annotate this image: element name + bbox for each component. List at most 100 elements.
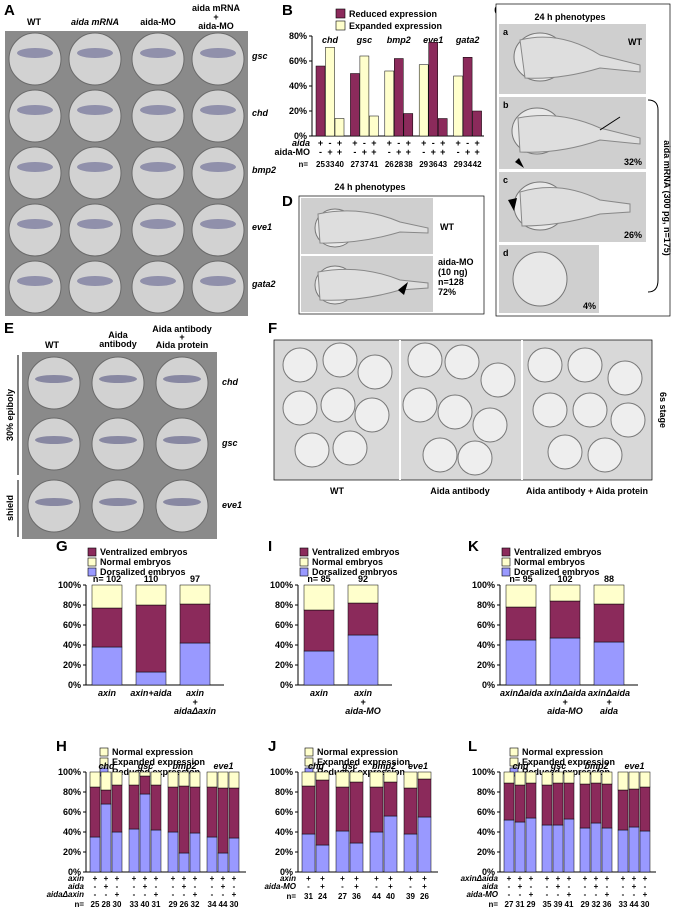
- bar-segment: [549, 584, 581, 602]
- legend-swatch: [304, 757, 314, 767]
- bar-segment: [347, 584, 379, 604]
- category-label: axinΔaida: [500, 688, 542, 698]
- n-label: 36: [352, 892, 361, 901]
- n-label: 88: [604, 574, 614, 584]
- legend-swatch: [509, 747, 519, 757]
- bar-segment: [628, 826, 640, 873]
- gene-label: eve1: [624, 761, 644, 771]
- sign-label: -: [409, 882, 412, 891]
- n-label: 25: [316, 160, 325, 169]
- bar: [369, 115, 379, 137]
- y-tick-label: 20%: [477, 847, 495, 857]
- gene-label: eve1: [213, 761, 233, 771]
- sign-label: -: [353, 147, 356, 157]
- bar-segment: [303, 584, 335, 611]
- svg-text:antibody: antibody: [99, 339, 137, 349]
- n-label: 40: [335, 160, 344, 169]
- n-label: 38: [404, 160, 413, 169]
- bar-segment: [369, 831, 384, 873]
- bar-segment: [179, 642, 211, 686]
- embryo-image: [191, 89, 245, 143]
- n-label: 29: [419, 160, 428, 169]
- arrowhead-icon: [398, 282, 408, 295]
- row-label: axinΔaida: [461, 874, 499, 883]
- embryo-stain: [163, 498, 201, 506]
- embryo-image: [131, 32, 185, 86]
- n-label: 27: [505, 900, 514, 909]
- panel-label-a: A: [4, 2, 15, 19]
- gene-label: chd: [98, 761, 115, 771]
- sign-label: +: [545, 874, 550, 883]
- embryo-image: [8, 203, 62, 257]
- embryo-image: [532, 392, 568, 428]
- sign-label: +: [352, 138, 357, 148]
- sign-label: +: [621, 874, 626, 883]
- bar: [350, 73, 360, 137]
- n-label: 26: [420, 892, 429, 901]
- sign-label: +: [362, 147, 367, 157]
- panel-label-e: E: [4, 320, 15, 337]
- bar-segment: [206, 786, 218, 838]
- sign-label: +: [104, 882, 109, 891]
- n-label: 37: [360, 160, 369, 169]
- sign-label: +: [371, 147, 376, 157]
- n-label: 33: [619, 900, 628, 909]
- panel-a-col-mrna: aida mRNA: [71, 17, 119, 27]
- y-tick-label: 0%: [280, 680, 293, 690]
- n-label: 30: [641, 900, 650, 909]
- legend-label: Ventralized embryos: [100, 547, 188, 557]
- n-label: 36: [603, 900, 612, 909]
- embryo-stain: [17, 276, 53, 286]
- n-label: 29: [454, 160, 463, 169]
- bar-segment: [541, 784, 553, 826]
- sign-label: -: [194, 882, 197, 891]
- panel-label-j: J: [268, 738, 277, 755]
- embryo-image: [191, 203, 245, 257]
- legend-swatch: [87, 567, 97, 577]
- bar-segment: [91, 584, 123, 609]
- bar-segment: [150, 829, 162, 873]
- legend-label: Expanded expression: [522, 757, 615, 767]
- bar-segment: [503, 819, 515, 873]
- bar-segment: [111, 784, 123, 833]
- embryo-image: [354, 397, 390, 433]
- n-label: 29: [581, 900, 590, 909]
- n-label: 40: [141, 900, 150, 909]
- bar-segment: [179, 603, 211, 644]
- bar-segment: [91, 646, 123, 686]
- embryo-stain: [140, 105, 176, 115]
- sign-label: +: [594, 874, 599, 883]
- bar-segment: [590, 771, 602, 784]
- bar-segment: [347, 634, 379, 686]
- sign-label: +: [507, 874, 512, 883]
- panel-label-b: B: [282, 2, 293, 19]
- bar-segment: [335, 830, 350, 873]
- sign-label: +: [320, 882, 325, 891]
- y-tick-label: 60%: [477, 620, 495, 630]
- bar-segment: [639, 771, 651, 788]
- bar-segment: [217, 852, 229, 873]
- legend-label: Expanded expression: [112, 757, 205, 767]
- gene-label: chd: [512, 761, 529, 771]
- row-label: aidaΔaxin: [47, 890, 85, 899]
- bar-segment: [383, 781, 398, 817]
- bar-segment: [206, 771, 218, 788]
- bar-segment: [135, 671, 167, 686]
- sign-label: -: [546, 890, 549, 899]
- sign-label: +: [406, 147, 411, 157]
- sign-label: -: [319, 147, 322, 157]
- y-tick-label: 100%: [270, 767, 293, 777]
- legend-swatch: [87, 547, 97, 557]
- embryo-image: [457, 440, 493, 476]
- category-label: aida-MO: [547, 706, 583, 716]
- embryo-stain: [17, 162, 53, 172]
- sign-label: -: [568, 882, 571, 891]
- sign-label: -: [211, 890, 214, 899]
- row-label: aida: [68, 882, 85, 891]
- row-label: n=: [74, 900, 84, 909]
- sign-label: +: [594, 882, 599, 891]
- bar-segment: [617, 829, 629, 873]
- embryo-stain: [99, 375, 137, 383]
- y-tick-label: 20%: [63, 847, 81, 857]
- n-label: 30: [113, 900, 122, 909]
